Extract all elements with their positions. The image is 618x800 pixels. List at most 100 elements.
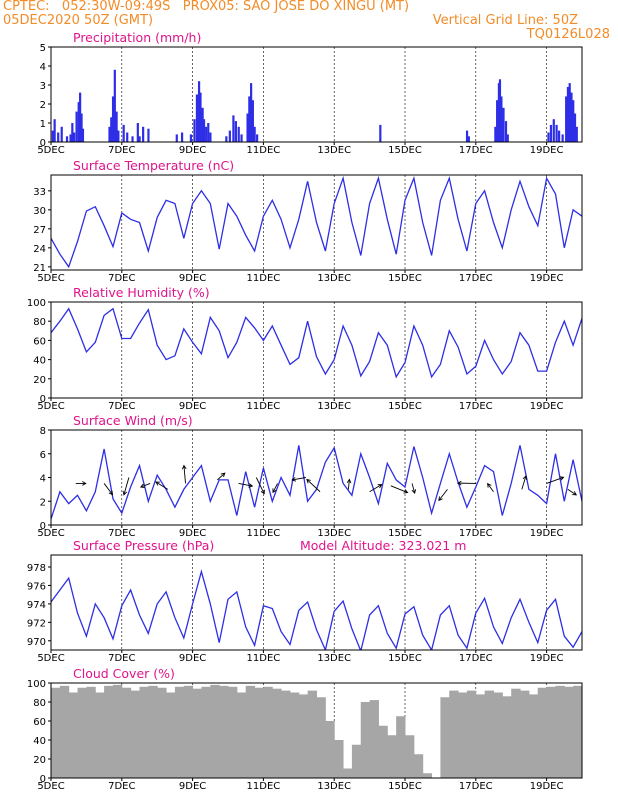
x-tick-label: 13DEC	[317, 653, 351, 664]
x-tick-label: 11DEC	[247, 273, 281, 284]
y-tick-label: 978	[27, 563, 46, 574]
cloud-bar	[104, 685, 114, 778]
cloud-bar	[201, 686, 211, 778]
wind-arrow-head	[487, 482, 492, 488]
precip-bar	[225, 136, 228, 142]
x-tick-label: 5DEC	[37, 653, 64, 664]
wind-arrow-head	[438, 496, 443, 502]
precip-bar	[555, 124, 558, 142]
wind-arrow	[255, 477, 265, 494]
x-tick-label: 19DEC	[530, 273, 564, 284]
x-tick-label: 7DEC	[108, 273, 135, 284]
cloud-bar	[325, 721, 335, 778]
x-tick-label: 9DEC	[179, 781, 206, 792]
precip-bar	[138, 136, 141, 142]
x-tick-label: 15DEC	[388, 781, 422, 792]
precip-bar	[193, 119, 196, 142]
wind-arrow-head	[155, 481, 160, 486]
wind-arrow	[155, 481, 169, 490]
panel-title: Precipitation (mm/h)	[73, 30, 201, 45]
header-grid-line: Vertical Grid Line: 50Z	[432, 13, 578, 28]
precip-bar	[110, 117, 113, 142]
x-tick-label: 9DEC	[179, 273, 206, 284]
y-tick-label: 2	[40, 100, 46, 111]
x-tick-label: 7DEC	[108, 781, 135, 792]
precip-bar	[147, 128, 150, 142]
wind-arrow	[238, 482, 253, 487]
y-tick-label: 60	[33, 717, 46, 728]
panel-title: Cloud Cover (%)	[73, 666, 175, 681]
wind-arrow-head	[248, 483, 254, 488]
y-tick-label: 976	[27, 581, 46, 592]
x-tick-label: 17DEC	[459, 401, 493, 412]
precip-bar	[60, 126, 63, 142]
precip-bar	[575, 126, 578, 142]
precip-bar	[57, 132, 60, 142]
x-tick-label: 13DEC	[317, 401, 351, 412]
cloud-bar	[520, 690, 530, 778]
wind-arrow	[521, 475, 527, 490]
cloud-bar	[502, 696, 512, 778]
y-tick-label: 6	[40, 450, 46, 461]
cloud-bar	[511, 688, 521, 778]
precip-bar	[75, 111, 78, 142]
cloud-bar	[254, 687, 264, 778]
y-tick-label: 5	[40, 43, 46, 54]
cloud-bar	[245, 685, 256, 778]
wind-arrow-head	[456, 480, 462, 486]
series-line	[51, 569, 582, 650]
cloud-bar	[475, 694, 486, 778]
x-tick-label: 11DEC	[247, 781, 281, 792]
y-tick-label: 4	[40, 474, 46, 485]
cloud-bar	[210, 684, 220, 778]
y-tick-label: 27	[33, 225, 46, 236]
precip-bar	[240, 134, 243, 142]
wind-arrow	[140, 483, 151, 488]
y-tick-label: 21	[33, 263, 46, 274]
wind-arrow	[306, 479, 321, 493]
y-tick-label: 0	[40, 394, 46, 405]
x-tick-label: 15DEC	[388, 653, 422, 664]
wind-arrow-head	[522, 475, 528, 480]
panel-title: Relative Humidity (%)	[73, 285, 210, 300]
panel-title: Surface Temperature (nC)	[73, 158, 234, 173]
y-tick-label: 40	[33, 736, 46, 747]
wind-arrow	[567, 488, 577, 496]
wind-arrow	[123, 477, 130, 495]
cloud-bar	[157, 687, 167, 778]
panel-title: Surface Pressure (hPa)	[73, 538, 214, 553]
cloud-bar	[493, 692, 503, 778]
x-tick-label: 19DEC	[530, 528, 564, 539]
wind-arrow	[103, 483, 113, 495]
wind-arrow	[217, 472, 226, 481]
precip-bar	[117, 130, 120, 142]
y-tick-label: 1	[40, 119, 46, 130]
cloud-bar	[219, 685, 229, 778]
wind-arrow	[546, 476, 564, 484]
precip-bar	[51, 130, 54, 142]
panel-title: Surface Wind (m/s)	[73, 413, 193, 428]
precip-bar	[568, 83, 571, 142]
wind-arrow	[487, 483, 494, 493]
x-tick-label: 5DEC	[37, 528, 64, 539]
x-tick-label: 13DEC	[317, 145, 351, 156]
y-tick-label: 0	[40, 774, 46, 785]
cloud-bar	[86, 686, 96, 778]
precip-bar	[570, 92, 573, 142]
precip-bar	[79, 92, 82, 142]
cloud-bar	[405, 735, 415, 778]
panel-frame	[50, 682, 583, 779]
precip-bar	[80, 113, 83, 142]
panel-frame	[50, 174, 583, 271]
precip-bar	[209, 132, 212, 142]
precip-bar	[73, 132, 76, 142]
x-tick-label: 5DEC	[37, 145, 64, 156]
precip-bar	[496, 100, 499, 142]
cloud-bar	[528, 694, 539, 778]
precip-bar	[81, 128, 85, 142]
precip-bar	[136, 123, 139, 142]
y-tick-label: 33	[33, 187, 46, 198]
wind-arrow-head	[306, 478, 311, 484]
cloud-bar	[148, 685, 158, 778]
wind-arrow-head	[181, 464, 187, 470]
